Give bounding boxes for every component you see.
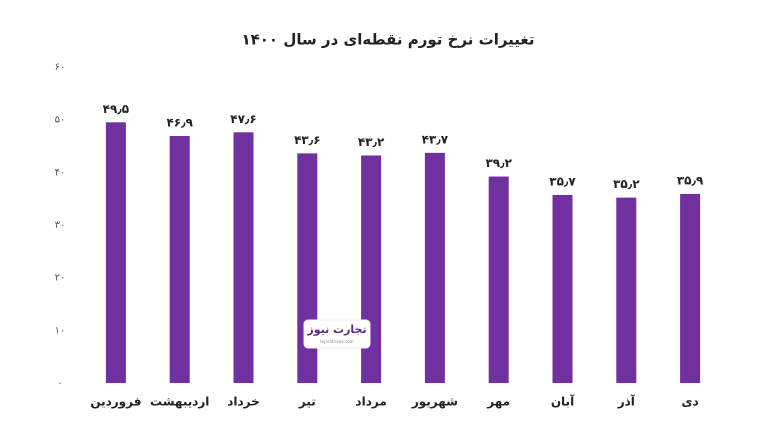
x-tick-label: دی <box>682 395 699 409</box>
watermark-url: tejaratnews.com <box>320 339 354 344</box>
value-label: ۳۹٫۲ <box>485 156 512 170</box>
value-label: ۴۳٫۲ <box>358 135 385 149</box>
y-tick-label: ۴۰ <box>55 167 66 178</box>
watermark-logo: تجارت نیوز <box>306 323 366 336</box>
value-label: ۳۵٫۹ <box>677 173 704 187</box>
x-tick-label: شهریور <box>411 395 458 410</box>
watermark: تجارت نیوز tejaratnews.com <box>303 319 371 349</box>
y-tick-label: ۱۰ <box>55 325 66 336</box>
bar <box>552 194 573 383</box>
watermark-box <box>303 319 371 349</box>
bar <box>169 135 190 383</box>
value-label: ۳۵٫۲ <box>613 177 640 191</box>
x-tick-label: اردیبهشت <box>150 395 209 409</box>
x-tick-label: مهر <box>486 395 510 409</box>
value-label: ۴۷٫۶ <box>230 112 256 126</box>
chart-title: تغییرات نرخ تورم نقطه‌ای در سال ۱۴۰۰ <box>241 31 534 49</box>
x-tick-label: مرداد <box>355 395 386 409</box>
y-tick-label: ۵۰ <box>55 115 66 126</box>
bar <box>105 122 126 384</box>
bar <box>361 155 382 383</box>
x-tick-label: خرداد <box>227 395 260 409</box>
bar <box>616 197 637 383</box>
value-label: ۴۳٫۷ <box>422 132 449 146</box>
x-tick-label: آذر <box>617 394 636 409</box>
value-label: ۴۹٫۵ <box>103 102 129 116</box>
bar <box>424 152 445 383</box>
bar <box>297 153 318 383</box>
y-tick-label: ۲۰ <box>55 273 66 284</box>
bar <box>680 193 701 383</box>
y-tick-label: ۰ <box>57 378 62 389</box>
x-tick-label: فروردین <box>90 395 141 410</box>
value-label: ۴۳٫۶ <box>294 133 320 147</box>
y-tick-label: ۳۰ <box>55 220 66 231</box>
bar <box>233 132 254 383</box>
x-tick-label: تیر <box>298 395 316 409</box>
x-tick-label: آبان <box>551 394 575 409</box>
value-label: ۳۵٫۷ <box>549 174 576 188</box>
bar <box>488 176 509 383</box>
value-label: ۴۶٫۹ <box>166 115 193 129</box>
y-tick-label: ۶۰ <box>55 62 66 73</box>
